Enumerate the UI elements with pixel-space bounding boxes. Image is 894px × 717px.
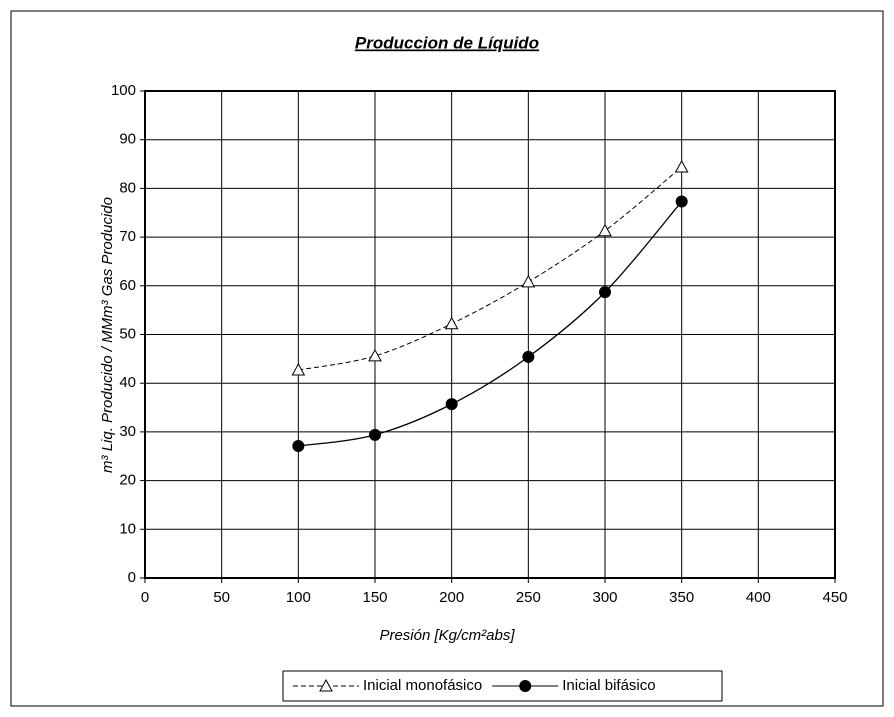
legend-marker <box>319 678 333 692</box>
marker <box>521 274 536 288</box>
y-tick-label: 100 <box>111 82 136 99</box>
x-tick-label: 200 <box>439 589 464 606</box>
x-tick-label: 100 <box>286 589 311 606</box>
marker <box>675 195 688 208</box>
x-tick-label: 300 <box>592 589 617 606</box>
x-tick-label: 150 <box>362 589 387 606</box>
y-tick-label: 50 <box>119 325 136 342</box>
plot-frame <box>144 90 836 579</box>
y-tick-label: 20 <box>119 472 136 489</box>
y-tick-label: 0 <box>128 569 136 586</box>
marker <box>445 398 458 411</box>
legend-label: Inicial bifásico <box>562 677 655 694</box>
marker <box>292 440 305 453</box>
y-tick-label: 60 <box>119 277 136 294</box>
marker <box>368 348 382 362</box>
y-tick-label: 80 <box>119 179 136 196</box>
x-tick-label: 250 <box>516 589 541 606</box>
y-tick-label: 10 <box>119 520 136 537</box>
x-tick-label: 400 <box>746 589 771 606</box>
y-tick-label: 70 <box>119 228 136 245</box>
legend-label: Inicial monofásico <box>363 677 482 694</box>
marker <box>291 363 306 376</box>
y-tick-label: 90 <box>119 131 136 148</box>
x-tick-label: 350 <box>669 589 694 606</box>
marker <box>598 223 612 237</box>
y-axis-label: m³ Liq. Producido / MMm³ Gas Producido <box>99 197 116 473</box>
x-axis-label: Presión [Kg/cm²abs] <box>379 627 515 644</box>
chart-title: Produccion de Líquido <box>355 33 539 52</box>
y-tick-label: 30 <box>119 423 136 440</box>
marker <box>674 159 689 173</box>
marker <box>599 286 611 299</box>
y-tick-label: 40 <box>119 374 136 391</box>
marker <box>444 316 459 330</box>
marker <box>369 428 381 441</box>
x-tick-label: 50 <box>213 589 230 606</box>
legend-marker <box>519 680 532 692</box>
marker <box>522 350 535 363</box>
x-tick-label: 0 <box>141 589 149 606</box>
x-tick-label: 450 <box>822 589 847 606</box>
